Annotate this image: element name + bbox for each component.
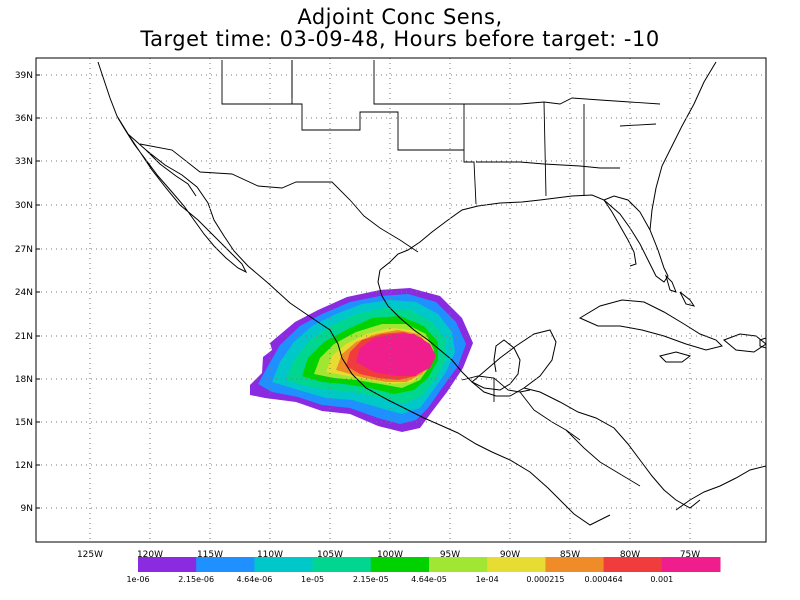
colorbar-label: 0.000464	[585, 575, 623, 584]
colorbar-swatch-10	[661, 557, 721, 572]
political-boundaries	[139, 60, 661, 487]
lat-label-21n: 21N	[15, 332, 33, 342]
lon-label-125w: 125W	[77, 550, 103, 560]
colorbar-label: 1e-05	[301, 575, 324, 584]
lon-label-80w: 80W	[620, 550, 640, 560]
lat-label-24n: 24N	[15, 288, 33, 298]
lat-label-9n: 9N	[21, 504, 33, 514]
colorbar-label: 0.000215	[526, 575, 564, 584]
lon-label-95w: 95W	[440, 550, 460, 560]
colorbar-label: 0.001	[650, 575, 673, 584]
lon-label-75w: 75W	[680, 550, 700, 560]
map-title: Adjoint Conc Sens, Target time: 03-09-48…	[0, 6, 800, 50]
colorbar-swatch-2	[196, 557, 255, 572]
lon-label-105w: 105W	[317, 550, 343, 560]
colorbar-label: 2.15e-06	[178, 575, 214, 584]
lat-label-39n: 39N	[15, 71, 33, 81]
colorbar-swatch-8	[545, 557, 605, 572]
coastlines	[97, 61, 766, 526]
title-line-1: Adjoint Conc Sens,	[297, 5, 503, 29]
lat-label-15n: 15N	[15, 418, 33, 428]
lat-label-36n: 36N	[15, 114, 33, 124]
lon-label-90w: 90W	[500, 550, 520, 560]
colorbar: 1e-06 2.15e-06 4.64e-06 1e-05 2.15e-05 4.64e-…	[126, 557, 721, 584]
lon-label-115w: 115W	[197, 550, 223, 560]
longitude-labels: 125W 120W 115W 110W 105W 100W 95W 90W 85W 80W 75W	[77, 550, 700, 560]
colorbar-label: 2.15e-05	[353, 575, 389, 584]
sensitivity-plume	[250, 288, 473, 432]
colorbar-swatch-6	[429, 557, 488, 572]
title-line-2: Target time: 03-09-48, Hours before targ…	[140, 27, 660, 51]
colorbar-swatch-4	[312, 557, 372, 572]
colorbar-swatch-1	[138, 557, 197, 572]
lat-label-30n: 30N	[15, 201, 33, 211]
colorbar-label: 1e-04	[476, 575, 499, 584]
latitude-labels: 39N 36N 33N 30N 27N 24N 21N 18N 15N 12N 9N	[15, 71, 40, 514]
lat-label-33n: 33N	[15, 157, 33, 167]
lon-label-110w: 110W	[257, 550, 283, 560]
colorbar-label: 4.64e-05	[411, 575, 447, 584]
lon-label-100w: 100W	[377, 550, 403, 560]
lon-label-120w: 120W	[137, 550, 163, 560]
graticule	[36, 58, 766, 542]
colorbar-swatch-9	[603, 557, 663, 572]
colorbar-swatch-5	[370, 557, 430, 572]
lat-label-18n: 18N	[15, 375, 33, 385]
colorbar-label: 4.64e-06	[236, 575, 272, 584]
lat-label-27n: 27N	[15, 245, 33, 255]
lon-label-85w: 85W	[560, 550, 580, 560]
lat-label-12n: 12N	[15, 461, 33, 471]
colorbar-swatch-3	[254, 557, 314, 572]
colorbar-label: 1e-06	[126, 575, 149, 584]
colorbar-swatch-7	[487, 557, 546, 572]
